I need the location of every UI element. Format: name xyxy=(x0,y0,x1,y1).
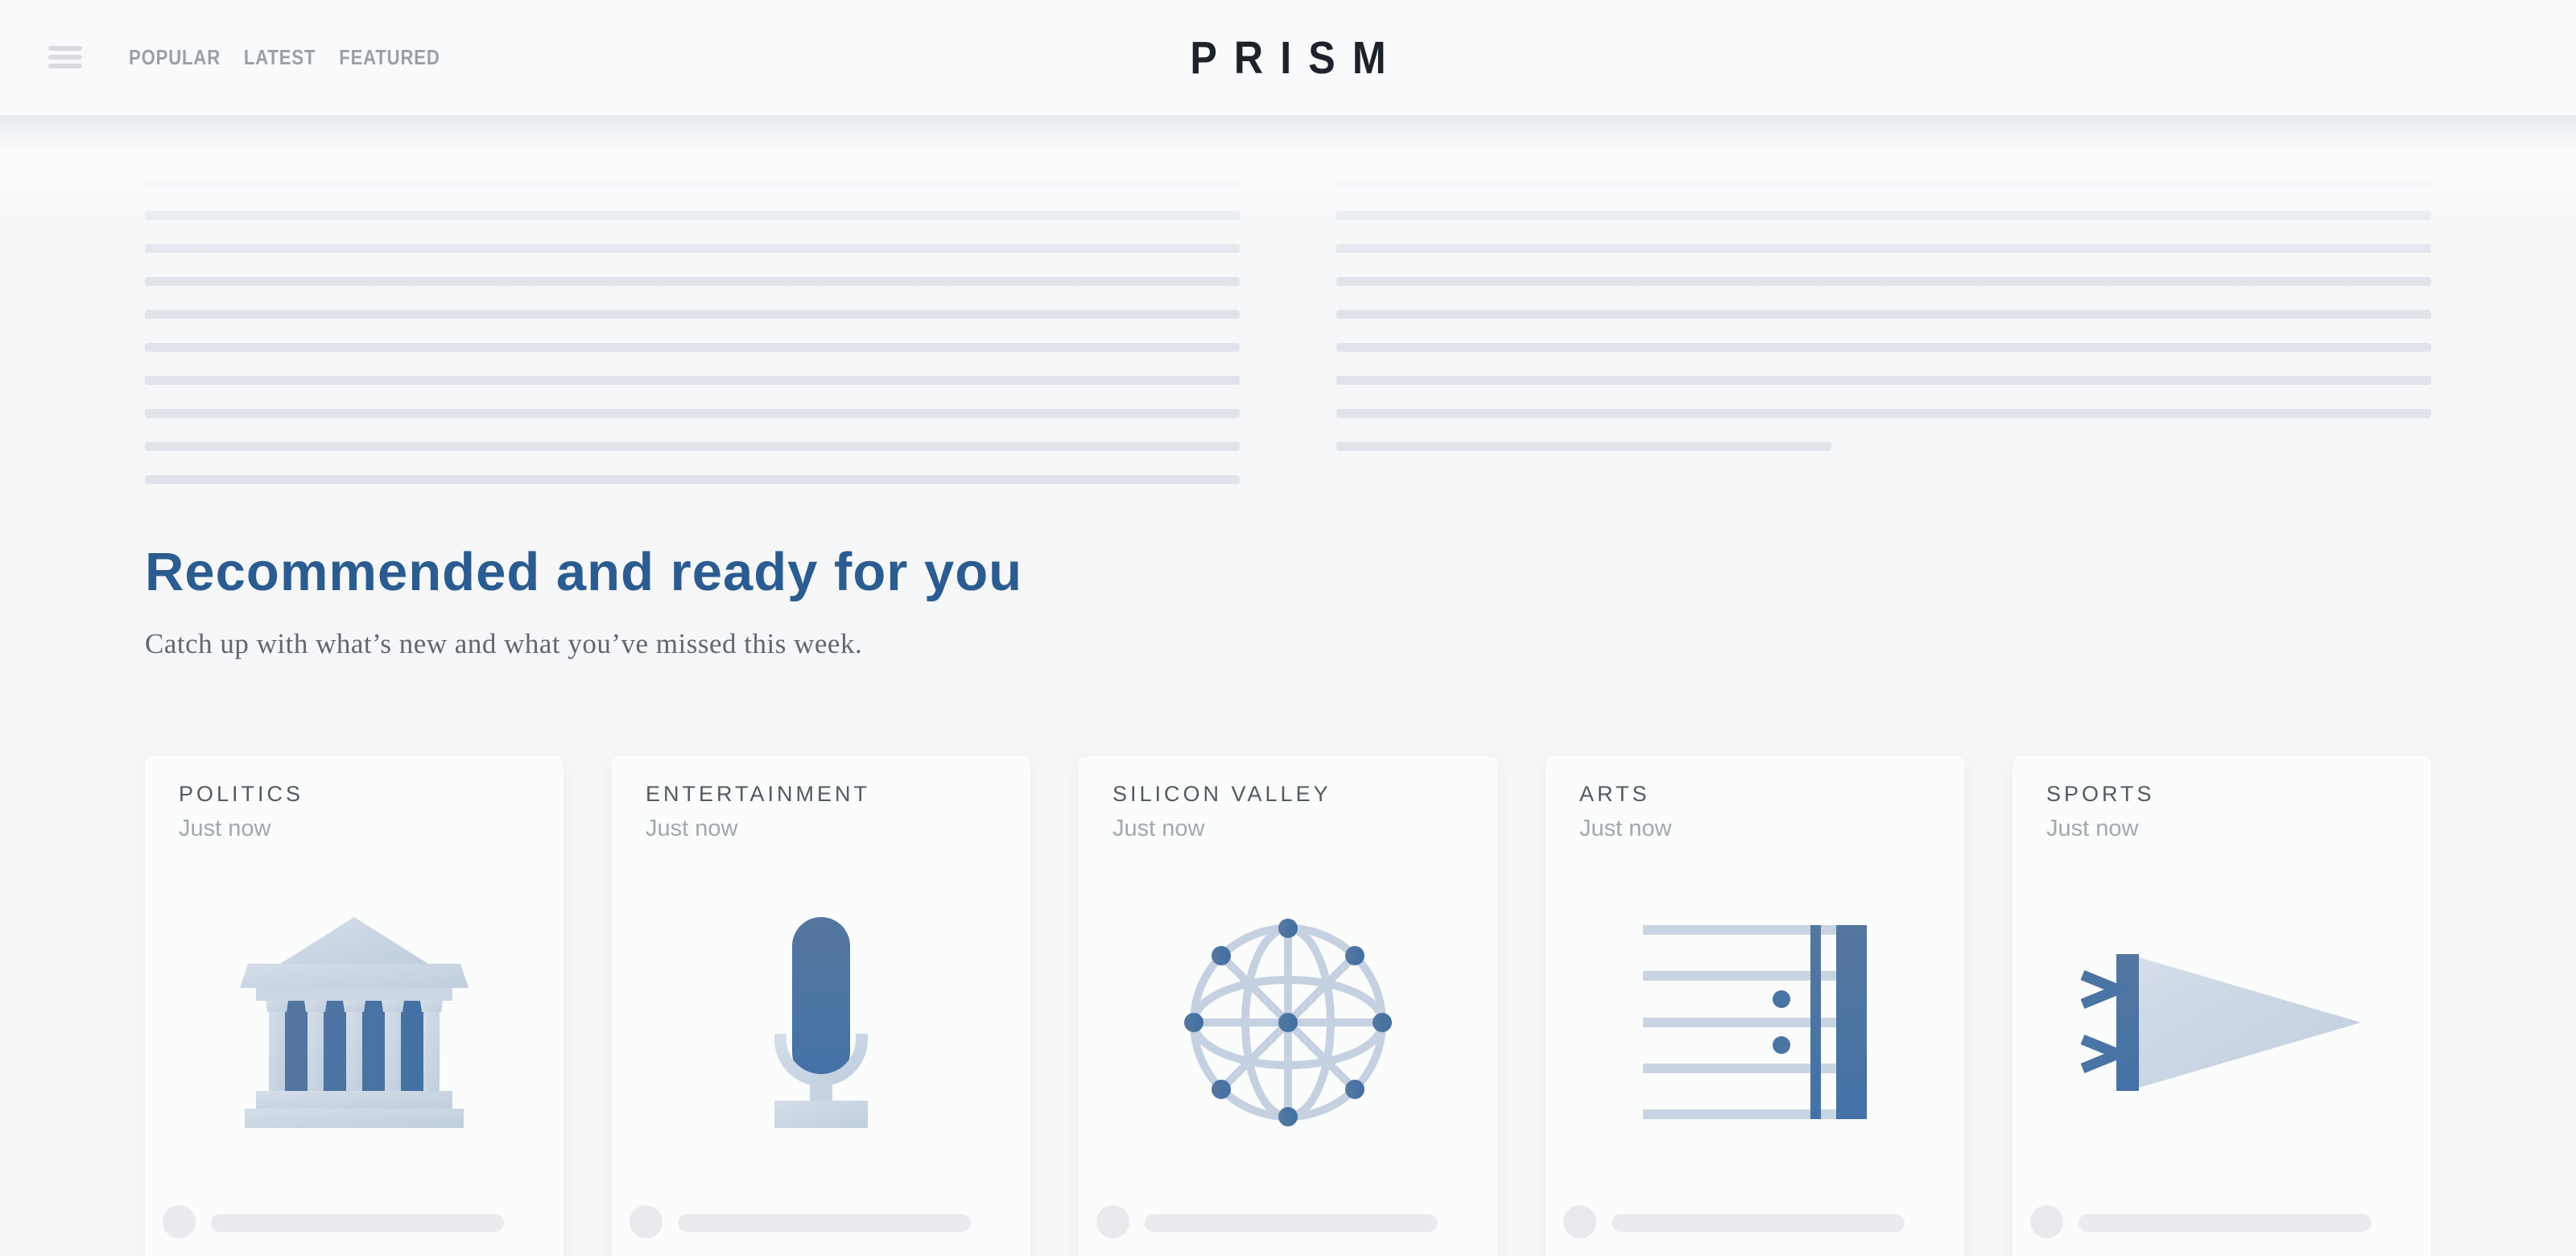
card-arts[interactable]: ARTS Just now xyxy=(1546,756,1964,1256)
nav-item-featured[interactable]: FEATURED xyxy=(339,45,440,69)
card-illustration xyxy=(1546,906,1964,1139)
skeleton-line xyxy=(1336,310,2431,319)
skeleton-line xyxy=(145,442,1240,451)
skeleton-line xyxy=(145,244,1240,253)
section-subtitle: Catch up with what’s new and what you’ve… xyxy=(145,628,863,659)
card-illustration xyxy=(145,906,564,1139)
card-category-label: POLITICS xyxy=(179,782,304,806)
globe-network-icon xyxy=(1184,919,1392,1126)
skeleton-avatar xyxy=(2030,1205,2063,1238)
card-silicon-valley[interactable]: SILICON VALLEY Just now xyxy=(1079,756,1497,1256)
hamburger-icon xyxy=(48,46,82,51)
skeleton-line xyxy=(145,409,1240,418)
card-timestamp: Just now xyxy=(179,816,271,841)
skeleton-line xyxy=(145,343,1240,352)
skeleton-line-short xyxy=(1336,442,1831,451)
skeleton-line xyxy=(1336,211,2431,220)
card-timestamp: Just now xyxy=(646,816,738,841)
card-illustration xyxy=(612,906,1030,1139)
skeleton-line xyxy=(145,145,1240,154)
skeleton-avatar xyxy=(630,1205,663,1238)
skeleton-avatar xyxy=(1563,1205,1596,1238)
card-category-label: SPORTS xyxy=(2046,782,2155,806)
card-politics[interactable]: POLITICS Just now xyxy=(145,756,564,1256)
skeleton-avatar xyxy=(1096,1205,1129,1238)
primary-nav: POPULAR LATEST FEATURED xyxy=(129,0,440,115)
skeleton-line xyxy=(1336,244,2431,253)
bank-icon xyxy=(240,917,469,1128)
card-timestamp: Just now xyxy=(2046,816,2139,841)
sheet-music-icon xyxy=(1643,925,1867,1119)
card-sports[interactable]: SPORTS Just now xyxy=(2013,756,2431,1256)
skeleton-text-column-left xyxy=(145,145,1240,508)
skeleton-text-column-right xyxy=(1336,145,2431,475)
card-timestamp: Just now xyxy=(1579,816,1672,841)
skeleton-line xyxy=(145,310,1240,319)
skeleton-line xyxy=(1336,178,2431,187)
nav-item-popular[interactable]: POPULAR xyxy=(129,45,221,69)
skeleton-byline-bar xyxy=(678,1214,971,1232)
card-illustration xyxy=(1079,906,1497,1139)
skeleton-line xyxy=(1336,145,2431,154)
hamburger-menu-button[interactable] xyxy=(48,46,82,68)
skeleton-line xyxy=(1336,409,2431,418)
skeleton-byline-bar xyxy=(211,1214,504,1232)
section-title: Recommended and ready for you xyxy=(145,542,1023,602)
nav-item-latest[interactable]: LATEST xyxy=(243,45,316,69)
skeleton-line xyxy=(145,178,1240,187)
skeleton-line xyxy=(145,475,1240,484)
card-entertainment[interactable]: ENTERTAINMENT Just now xyxy=(612,756,1030,1256)
skeleton-line xyxy=(145,277,1240,286)
skeleton-line xyxy=(1336,376,2431,385)
skeleton-byline-bar xyxy=(1612,1214,1905,1232)
card-illustration xyxy=(2013,906,2431,1139)
skeleton-line xyxy=(1336,343,2431,352)
pennant-icon xyxy=(2081,954,2361,1091)
card-category-label: SILICON VALLEY xyxy=(1113,782,1331,806)
cards-row: POLITICS Just now xyxy=(145,756,2431,1256)
skeleton-byline-bar xyxy=(2079,1214,2372,1232)
skeleton-line xyxy=(1336,277,2431,286)
card-category-label: ENTERTAINMENT xyxy=(646,782,871,806)
skeleton-line xyxy=(145,376,1240,385)
microphone-icon xyxy=(774,917,868,1128)
app-header: POPULAR LATEST FEATURED PRISM xyxy=(0,0,2576,115)
skeleton-avatar xyxy=(163,1205,196,1238)
card-category-label: ARTS xyxy=(1579,782,1650,806)
skeleton-line xyxy=(145,211,1240,220)
card-timestamp: Just now xyxy=(1113,816,1205,841)
skeleton-byline-bar xyxy=(1145,1214,1438,1232)
brand-logo[interactable]: PRISM xyxy=(1190,31,1403,84)
